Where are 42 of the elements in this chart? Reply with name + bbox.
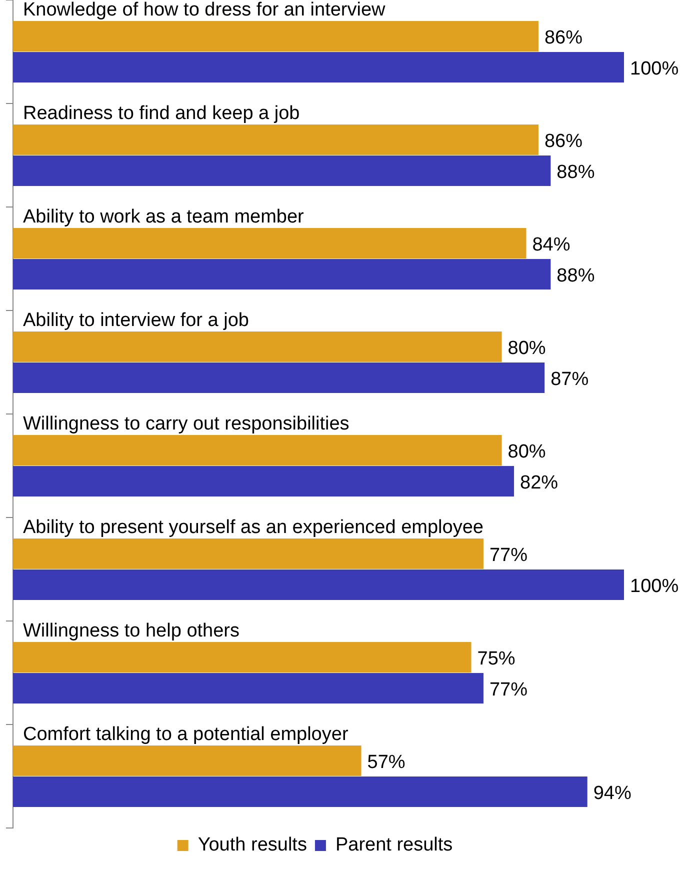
bar [13, 332, 502, 362]
bar [13, 435, 502, 466]
bar [13, 156, 551, 186]
bar [13, 642, 472, 672]
bar [13, 124, 538, 155]
y-tick-label: Knowledge of how to dress for an interview [23, 0, 386, 21]
y-tick-label: Willingness to carry out responsibilities [23, 414, 350, 435]
bar [13, 466, 514, 496]
y-tick-label: Ability to present yourself as an experienced employee [23, 517, 484, 538]
data-label: 94% [593, 783, 632, 804]
data-label: 86% [544, 130, 583, 152]
data-label: 82% [520, 472, 558, 494]
bar [13, 228, 526, 258]
bar [13, 776, 588, 807]
bar [13, 21, 538, 52]
bar [13, 362, 545, 393]
y-tick-label: Comfort talking to a potential employer [23, 724, 349, 746]
data-label: 77% [489, 544, 528, 566]
bar [13, 746, 362, 776]
data-label: 57% [367, 752, 406, 773]
bar [13, 538, 484, 569]
data-label: 100% [630, 58, 679, 80]
data-label: 77% [489, 680, 528, 701]
y-tick-label: Willingness to help others [23, 620, 240, 642]
data-label: 88% [556, 162, 595, 184]
legend-label: Parent results [335, 834, 453, 856]
legend-label: Youth results [198, 834, 307, 856]
data-label: 87% [550, 369, 589, 390]
bar [13, 52, 624, 82]
y-tick-label: Ability to work as a team member [23, 206, 305, 228]
data-label: 88% [556, 266, 595, 287]
data-label: 84% [532, 234, 570, 256]
bar [13, 673, 484, 704]
data-label: 75% [477, 648, 516, 670]
data-label: 80% [508, 441, 546, 462]
y-tick-label: Ability to interview for a job [23, 310, 249, 332]
y-tick-label: Readiness to find and keep a job [23, 103, 300, 124]
bar [13, 570, 624, 600]
data-label: 80% [508, 338, 546, 359]
bar [13, 259, 551, 290]
data-label: 100% [630, 576, 679, 598]
data-label: 86% [544, 27, 583, 48]
